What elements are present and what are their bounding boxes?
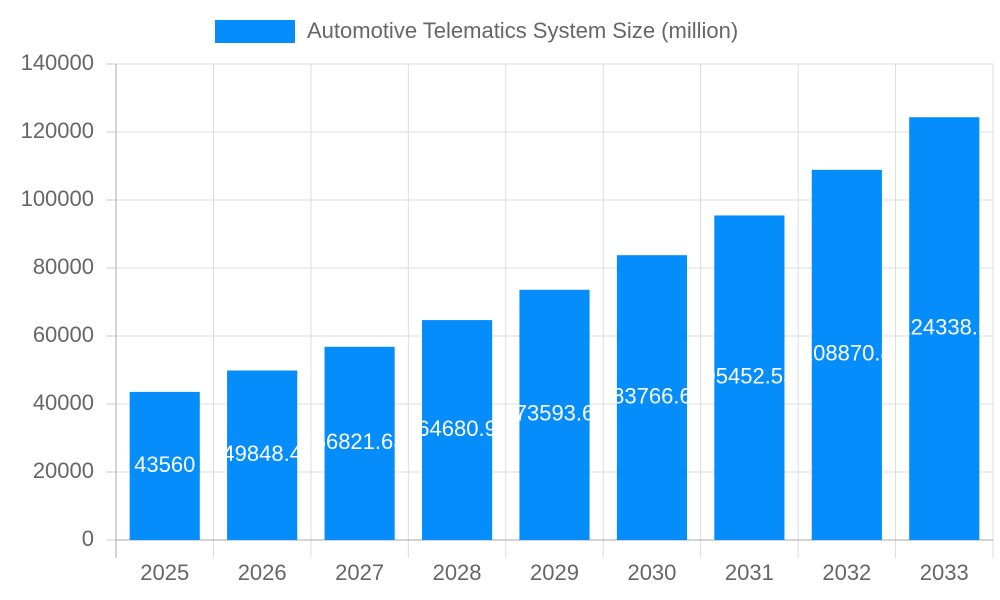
value-label: 108870.8 xyxy=(801,341,893,366)
bar xyxy=(714,215,785,540)
value-label: 124338.5 xyxy=(898,314,990,339)
x-tick-label: 2026 xyxy=(238,560,287,585)
y-tick-label: 80000 xyxy=(33,254,94,279)
x-tick-label: 2027 xyxy=(335,560,384,585)
value-label: 73593.6 xyxy=(515,401,595,426)
bar xyxy=(519,289,590,540)
bar xyxy=(811,169,882,540)
value-label: 49848.4 xyxy=(222,441,302,466)
value-label: 64680.9 xyxy=(417,416,497,441)
x-tick-label: 2029 xyxy=(530,560,579,585)
y-tick-label: 100000 xyxy=(21,186,94,211)
value-label: 43560 xyxy=(134,452,195,477)
y-tick-label: 60000 xyxy=(33,322,94,347)
y-tick-label: 120000 xyxy=(21,118,94,143)
legend-label: Automotive Telematics System Size (milli… xyxy=(307,18,738,43)
legend-swatch xyxy=(215,20,295,43)
x-tick-label: 2025 xyxy=(140,560,189,585)
value-label: 83766.6 xyxy=(612,383,692,408)
bar xyxy=(324,346,395,540)
x-tick-label: 2032 xyxy=(822,560,871,585)
y-tick-label: 0 xyxy=(82,526,94,551)
y-tick-label: 40000 xyxy=(33,390,94,415)
bar xyxy=(129,391,200,540)
value-label: 95452.55 xyxy=(704,364,796,389)
bar xyxy=(421,320,493,540)
bar xyxy=(227,370,298,540)
x-tick-label: 2033 xyxy=(920,560,969,585)
x-tick-label: 2030 xyxy=(627,560,676,585)
bar xyxy=(909,117,980,541)
bar xyxy=(616,255,688,541)
y-tick-label: 140000 xyxy=(21,50,94,75)
x-tick-label: 2028 xyxy=(433,560,482,585)
value-label: 56821.63 xyxy=(314,429,406,454)
y-tick-label: 20000 xyxy=(33,458,94,483)
x-tick-label: 2031 xyxy=(725,560,774,585)
